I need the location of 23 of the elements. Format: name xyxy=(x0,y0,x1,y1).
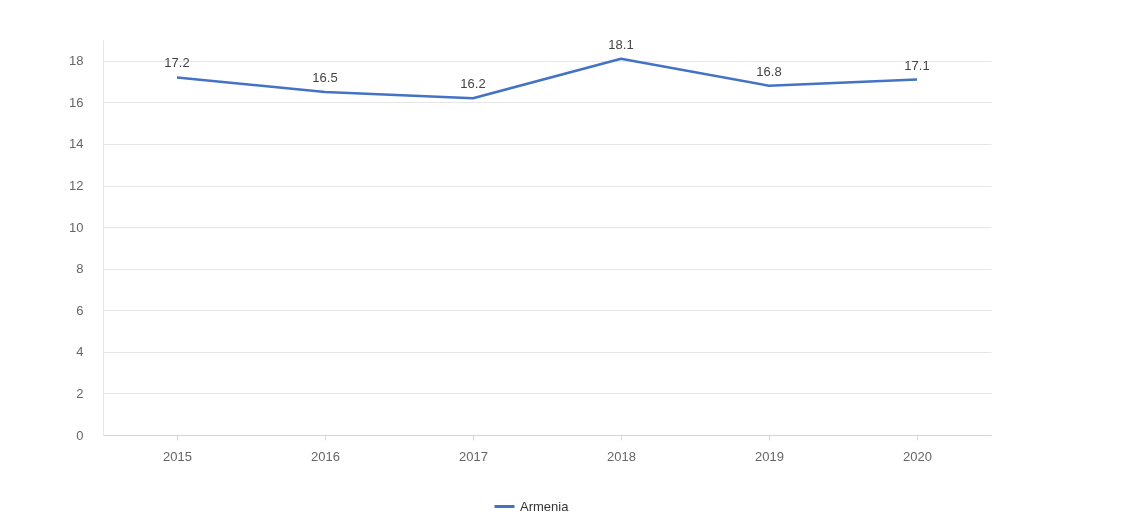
data-label: 18.1 xyxy=(608,36,634,52)
x-tick-label: 2015 xyxy=(163,448,192,464)
legend-label: Armenia xyxy=(520,498,570,514)
x-tick-label: 2018 xyxy=(607,448,636,464)
data-label: 17.1 xyxy=(904,57,930,73)
x-tick-label: 2020 xyxy=(903,448,932,464)
y-tick-label: 10 xyxy=(69,219,84,235)
y-tick-label: 12 xyxy=(69,178,84,194)
y-tick-label: 0 xyxy=(76,427,84,443)
y-tick-label: 6 xyxy=(76,302,84,318)
y-tick-label: 18 xyxy=(69,53,84,69)
x-tick-label: 2017 xyxy=(459,448,488,464)
y-tick-label: 14 xyxy=(69,136,84,152)
data-label: 17.2 xyxy=(164,55,190,71)
y-tick-label: 16 xyxy=(69,94,84,110)
data-label: 16.8 xyxy=(756,63,782,79)
data-label: 16.5 xyxy=(312,69,338,85)
x-tick-label: 2016 xyxy=(311,448,340,464)
y-tick-label: 8 xyxy=(76,261,84,277)
y-tick-label: 2 xyxy=(76,385,84,401)
x-tick-label: 2019 xyxy=(755,448,784,464)
y-tick-label: 4 xyxy=(76,344,84,360)
data-label: 16.2 xyxy=(460,76,486,92)
